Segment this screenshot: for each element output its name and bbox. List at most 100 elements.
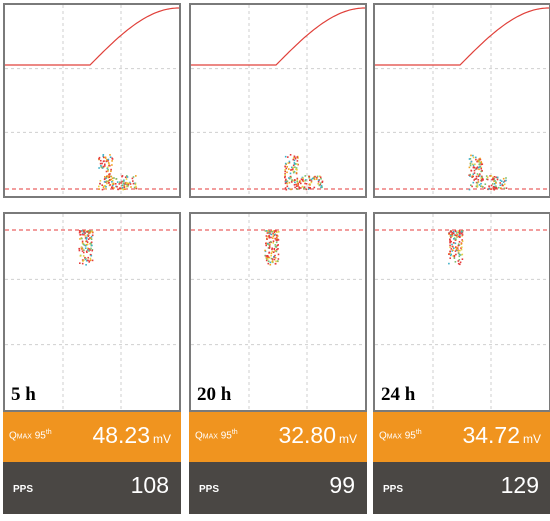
data-point (308, 175, 311, 178)
data-point (109, 173, 111, 175)
data-point (460, 243, 463, 245)
data-point (473, 172, 476, 174)
data-point (110, 170, 112, 173)
data-point (277, 244, 279, 246)
data-point (493, 180, 495, 183)
data-point (458, 259, 461, 261)
data-point (295, 183, 297, 186)
data-point (81, 237, 83, 240)
data-point (451, 245, 454, 248)
data-point (301, 179, 304, 182)
data-point (478, 158, 481, 160)
phase-resolved-plot (3, 3, 181, 198)
data-point (294, 166, 296, 168)
data-point (292, 166, 294, 169)
data-point (119, 187, 122, 189)
data-point (471, 175, 474, 177)
data-point (276, 231, 278, 233)
data-point (89, 237, 91, 239)
data-point (456, 246, 458, 249)
data-point (317, 183, 319, 185)
qmax-value: 32.80 mV (278, 422, 357, 448)
qmax-label: QMAX 95th (379, 429, 422, 442)
data-point (493, 185, 496, 188)
data-point (125, 178, 128, 180)
data-point (123, 179, 125, 182)
data-point (479, 173, 481, 175)
data-point (124, 176, 127, 178)
data-point (293, 163, 296, 166)
data-point (481, 179, 483, 181)
data-point (298, 187, 301, 190)
data-point (449, 257, 451, 259)
data-point (88, 250, 90, 252)
data-point (106, 166, 109, 169)
data-point (458, 230, 461, 233)
data-point (449, 238, 451, 241)
data-point (275, 250, 278, 253)
data-point (475, 175, 478, 178)
data-point (482, 186, 484, 188)
data-point (459, 261, 462, 264)
data-point (302, 178, 304, 181)
data-point (86, 243, 89, 246)
data-point (470, 154, 472, 157)
data-point (105, 181, 107, 183)
data-point (88, 232, 91, 234)
data-point (495, 187, 497, 190)
data-point (481, 178, 484, 180)
data-point (134, 183, 137, 186)
data-point (125, 185, 128, 188)
data-point (455, 253, 457, 256)
data-point (458, 244, 461, 246)
data-point (105, 170, 108, 173)
data-point (477, 174, 480, 176)
data-point (273, 258, 276, 261)
data-point (81, 262, 84, 265)
data-point (102, 186, 105, 188)
data-point (480, 185, 482, 188)
data-point (88, 260, 91, 262)
data-point (461, 235, 463, 237)
data-point (317, 179, 320, 181)
data-point (477, 175, 480, 178)
data-point (449, 244, 451, 247)
data-point (455, 249, 458, 252)
data-point (457, 249, 459, 251)
data-point (460, 231, 463, 233)
data-point (477, 179, 480, 181)
data-point (87, 235, 90, 237)
data-point (309, 179, 311, 181)
data-point (451, 233, 453, 236)
data-point (492, 178, 494, 181)
data-point (265, 242, 267, 245)
data-point (476, 182, 479, 184)
reference-curve (375, 7, 549, 66)
data-point (477, 181, 480, 183)
data-point (89, 257, 92, 260)
data-point (296, 156, 298, 158)
data-point (459, 254, 462, 256)
data-point (480, 163, 482, 166)
data-point (293, 184, 296, 186)
data-point (478, 168, 480, 171)
data-point (291, 179, 293, 181)
data-point (121, 187, 124, 189)
data-point (310, 178, 313, 181)
time-label: 5 h (11, 384, 36, 405)
data-point (273, 255, 275, 258)
data-point (273, 234, 276, 237)
data-point (453, 238, 455, 240)
data-point (296, 160, 299, 162)
data-point (276, 238, 279, 241)
data-point (86, 260, 88, 262)
data-point (469, 164, 472, 167)
data-point (87, 259, 89, 262)
data-point (82, 251, 85, 254)
data-point (90, 235, 93, 238)
data-point (134, 182, 136, 185)
data-point (448, 262, 450, 265)
data-point (489, 175, 491, 177)
data-point (453, 234, 456, 236)
data-point (272, 240, 275, 242)
